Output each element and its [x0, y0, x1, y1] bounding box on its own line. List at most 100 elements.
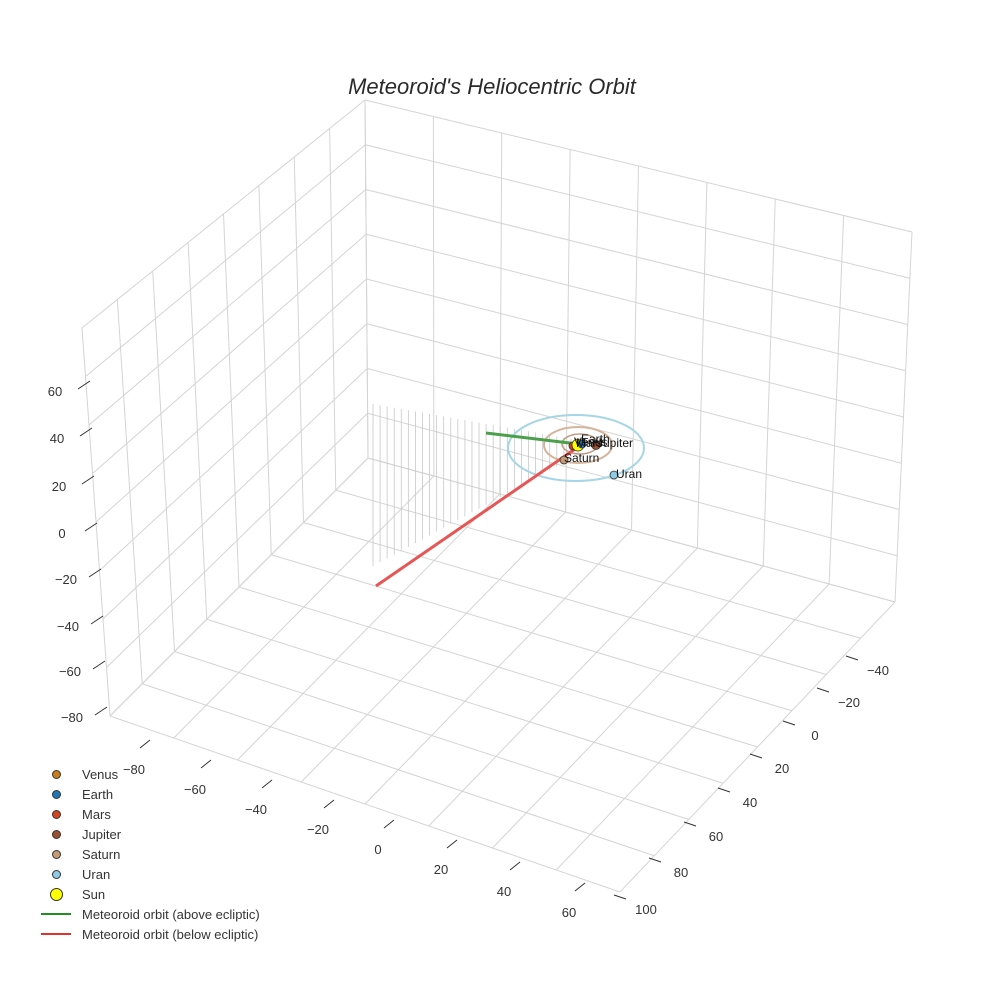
grid-line [555, 583, 830, 871]
x-tick-label: −60 [184, 782, 206, 797]
celestial-bodies: Venus Earth Mars Jupiter Saturn Uran [559, 432, 642, 481]
meteoroid-orbit [375, 431, 579, 588]
y-axis-ticks: −40 −20 0 20 40 60 80 100 [613, 655, 889, 917]
grid-line [102, 368, 368, 620]
x-tick-label: −80 [123, 762, 145, 777]
y-tick-label: 20 [775, 761, 789, 776]
grid-line [366, 323, 902, 464]
legend-item[interactable]: Saturn [40, 844, 260, 864]
legend-marker-icon [51, 849, 61, 859]
saturn-marker[interactable] [559, 455, 569, 465]
x-tick-mark [139, 739, 151, 749]
grid-line [95, 278, 367, 523]
legend-label: Uran [82, 866, 111, 882]
z-tick-mark [79, 427, 93, 437]
legend-item[interactable]: Meteoroid orbit (above ecliptic) [40, 904, 260, 924]
y-tick-label: −20 [838, 695, 860, 710]
grid-line [428, 547, 698, 827]
x-tick-mark [383, 819, 395, 829]
x-tick-mark [200, 759, 212, 769]
grid-line [367, 457, 896, 603]
y-tick-label: 100 [635, 902, 657, 917]
y-tick-mark [683, 821, 697, 827]
uran-marker[interactable] [609, 470, 619, 480]
grid-line [696, 182, 708, 549]
y-tick-mark [749, 753, 763, 759]
legend-marker-icon [51, 789, 61, 799]
grid-line [329, 128, 337, 491]
legend: Venus Earth Mars Jupiter Saturn Uran Sun Meteor… [40, 764, 260, 944]
y-tick-mark [816, 687, 830, 693]
grid-line [367, 412, 898, 557]
legend-item[interactable]: Earth [40, 784, 260, 804]
legend-label: Earth [82, 786, 114, 802]
grid-line [894, 231, 913, 603]
jupiter-marker[interactable] [591, 440, 601, 450]
x-tick-mark [574, 882, 586, 892]
y-tick-label: −40 [867, 663, 889, 678]
grid-line [492, 565, 764, 849]
legend-item[interactable]: Sun [40, 884, 260, 904]
legend-marker-icon [51, 869, 61, 879]
z-tick-label: 0 [58, 526, 65, 541]
saturn-orbit [543, 426, 613, 464]
legend-line-icon [41, 933, 71, 935]
earth-label: Earth [581, 432, 610, 446]
legend-label: Saturn [82, 846, 121, 862]
chart-title: Meteoroid's Heliocentric Orbit [348, 74, 636, 99]
y-tick-mark [613, 894, 627, 900]
y-tick-mark [717, 787, 731, 793]
x-axis-ticks: −80 −60 −40 −20 0 20 40 60 [123, 739, 586, 920]
uran-orbit [507, 414, 645, 482]
z-tick-mark [77, 380, 91, 390]
legend-label: Mars [82, 806, 111, 822]
legend-item[interactable]: Venus [40, 764, 260, 784]
grid-line [271, 554, 793, 712]
z-tick-label: 20 [52, 479, 66, 494]
z-tick-mark [84, 522, 98, 532]
z-tick-label: 60 [48, 384, 62, 399]
legend-label: Venus [82, 766, 119, 782]
z-tick-label: −80 [61, 710, 83, 725]
legend-item[interactable]: Mars [40, 804, 260, 824]
x-tick-mark [261, 779, 273, 789]
legend-label: Meteoroid orbit (above ecliptic) [82, 906, 260, 922]
grid-lines [81, 99, 913, 893]
x-tick-label: 0 [374, 842, 381, 857]
venus-label: Venus [574, 435, 607, 449]
legend-label: Sun [82, 886, 106, 902]
legend-marker-icon [51, 769, 61, 779]
z-tick-mark [94, 706, 108, 716]
saturn-label: Saturn [564, 451, 599, 465]
meteoroid-orbit-above-ecliptic[interactable] [485, 431, 579, 446]
meteoroid-orbit-below-ecliptic[interactable] [375, 445, 579, 588]
x-tick-mark [446, 839, 458, 849]
meteoroid-drop-lines [372, 404, 579, 566]
z-axis-ticks: 60 40 20 0 −20 −40 −60 −80 [48, 380, 108, 725]
y-tick-label: 60 [709, 829, 723, 844]
z-tick-label: −60 [59, 664, 81, 679]
z-tick-mark [88, 568, 102, 578]
uran-label: Uran [616, 467, 642, 481]
x-tick-mark [509, 861, 521, 871]
z-tick-mark [81, 475, 95, 485]
legend-item[interactable]: Uran [40, 864, 260, 884]
x-tick-mark [323, 799, 335, 809]
z-tick-mark [90, 615, 104, 625]
y-tick-label: 80 [674, 865, 688, 880]
legend-marker-icon [51, 809, 61, 819]
legend-item[interactable]: Jupiter [40, 824, 260, 844]
x-tick-label: −40 [245, 802, 267, 817]
legend-item[interactable]: Meteoroid orbit (below ecliptic) [40, 924, 260, 944]
earth-marker[interactable] [577, 439, 587, 449]
grid-line [828, 215, 845, 585]
grid-line [106, 412, 368, 668]
legend-label: Jupiter [82, 826, 122, 842]
jupiter-label: Jupiter [597, 436, 633, 450]
y-tick-mark [845, 655, 859, 661]
z-tick-label: −20 [55, 572, 77, 587]
grid-line [367, 368, 900, 510]
grid-line [293, 156, 304, 523]
grid-line [364, 529, 632, 805]
